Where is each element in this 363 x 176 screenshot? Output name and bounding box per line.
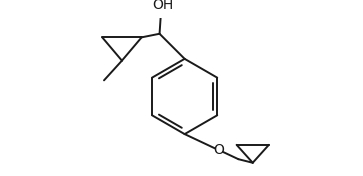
Text: OH: OH bbox=[152, 0, 174, 12]
Text: O: O bbox=[213, 143, 224, 157]
